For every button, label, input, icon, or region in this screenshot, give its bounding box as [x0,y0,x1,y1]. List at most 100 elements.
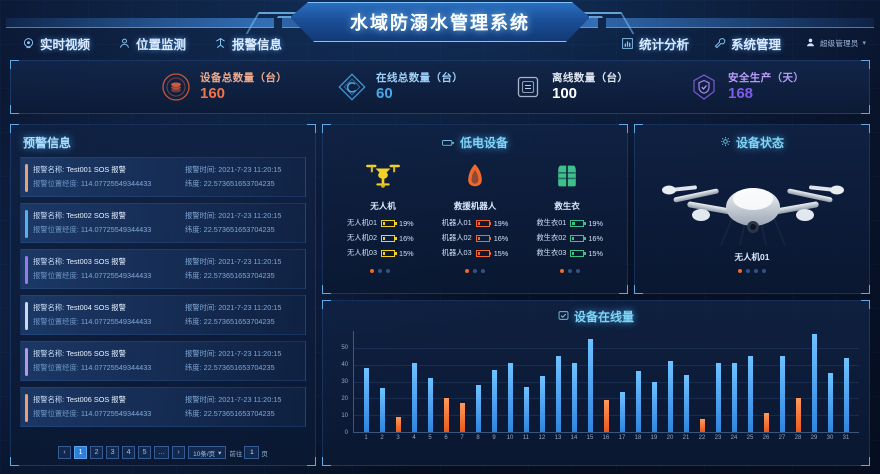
chart-bar[interactable] [667,361,673,432]
chart-bar[interactable] [731,362,737,432]
nav-item-location-monitor[interactable]: 位置监测 [118,34,186,53]
chart-bar[interactable] [556,356,562,432]
chart-bar-slot[interactable] [790,331,806,432]
chart-bar-slot[interactable] [423,331,439,432]
nav-item-system-management[interactable]: 系统管理 [713,34,781,53]
kpi-value: 168 [728,85,754,103]
carousel-dot[interactable] [370,269,375,273]
alarm-row[interactable]: 报警名称: Test002 SOS 报警 报警时间: 2021-7-23 11:2… [20,203,306,243]
chart-bar[interactable] [524,386,530,432]
chart-bar[interactable] [476,384,482,432]
chart-bar[interactable] [492,369,498,432]
chart-bar-slot[interactable] [630,331,646,432]
nav-item-statistics[interactable]: 统计分析 [621,34,689,53]
chart-title: 设备在线量 [573,310,634,324]
carousel-dot[interactable] [746,269,750,273]
chart-bar[interactable] [540,376,546,432]
chart-bar-slot[interactable] [774,331,790,432]
chart-bar-slot[interactable] [583,331,599,432]
chart-bar-slot[interactable] [375,331,391,432]
chart-bar[interactable] [604,400,610,432]
carousel-dot[interactable] [754,269,758,273]
chart-bar[interactable] [444,398,450,432]
page-size-select[interactable]: 10条/页 ▾ [188,446,227,459]
carousel-dot[interactable] [567,269,572,273]
chart-bar[interactable] [619,391,625,432]
chart-bar-slot[interactable] [662,331,678,432]
alarm-row[interactable]: 报警名称: Test003 SOS 报警 报警时间: 2021-7-23 11:2… [20,249,306,289]
carousel-dot[interactable] [575,269,580,273]
carousel-dot[interactable] [464,269,469,273]
user-menu[interactable]: 超级管理员 ▾ [805,37,866,50]
chart-bar[interactable] [811,334,817,432]
chart-bar[interactable] [635,371,641,432]
pagination-page-1[interactable]: 1 [74,446,88,459]
chart-bar[interactable] [763,413,769,432]
chart-bar[interactable] [380,388,386,432]
chart-bar[interactable] [715,362,721,432]
pagination-next[interactable]: › [172,446,186,459]
chart-bar-slot[interactable] [694,331,710,432]
carousel-dot[interactable] [378,269,383,273]
pagination-page-5[interactable]: 5 [138,446,152,459]
page-jump-input[interactable] [244,446,260,459]
chart-bar[interactable] [827,373,833,432]
alarm-row[interactable]: 报警名称: Test006 SOS 报警 报警时间: 2021-7-23 11:2… [20,387,306,427]
pagination-page-3[interactable]: 3 [106,446,120,459]
chart-bar-slot[interactable] [567,331,583,432]
carousel-dot[interactable] [738,269,742,273]
chart-bar-slot[interactable] [822,331,838,432]
chart-bar[interactable] [779,356,785,432]
chart-bar[interactable] [364,368,370,432]
chart-bar-slot[interactable] [359,331,375,432]
chart-bar[interactable] [843,357,849,432]
chart-bar[interactable] [396,416,402,432]
chart-bar[interactable] [747,356,753,432]
chart-bar-slot[interactable] [503,331,519,432]
pagination-page-2[interactable]: 2 [90,446,104,459]
nav-item-live-video[interactable]: 实时视频 [22,34,90,53]
chart-bar[interactable] [651,381,657,432]
chart-bar[interactable] [795,398,801,432]
chart-bar-slot[interactable] [758,331,774,432]
pagination-page-4[interactable]: 4 [122,446,136,459]
chart-bar-slot[interactable] [646,331,662,432]
carousel-dot[interactable] [386,269,391,273]
chart-bar-slot[interactable] [535,331,551,432]
alarm-row[interactable]: 报警名称: Test005 SOS 报警 报警时间: 2021-7-23 11:2… [20,341,306,381]
chart-bar-slot[interactable] [726,331,742,432]
carousel-dot[interactable] [480,269,485,273]
chart-bar[interactable] [588,339,594,432]
chart-bar-slot[interactable] [519,331,535,432]
carousel-dot[interactable] [559,269,564,273]
chart-bar-slot[interactable] [487,331,503,432]
chart-bar-slot[interactable] [455,331,471,432]
chart-bar-slot[interactable] [710,331,726,432]
chart-bar-slot[interactable] [407,331,423,432]
chart-bar[interactable] [508,362,514,432]
chart-bar[interactable] [412,362,418,432]
chart-bar[interactable] [699,418,705,432]
chart-bar-slot[interactable] [678,331,694,432]
low-battery-column: 无人机01 19% 无人机02 16% 无人机03 15% [334,218,426,273]
chart-bar-slot[interactable] [551,331,567,432]
chart-bar-slot[interactable] [391,331,407,432]
pagination-ellipsis[interactable]: … [154,446,170,459]
chart-bar-slot[interactable] [806,331,822,432]
alarm-row[interactable]: 报警名称: Test001 SOS 报警 报警时间: 2021-7-23 11:2… [20,157,306,197]
alarm-row[interactable]: 报警名称: Test004 SOS 报警 报警时间: 2021-7-23 11:2… [20,295,306,335]
chart-bar-slot[interactable] [439,331,455,432]
chart-bar[interactable] [683,374,689,432]
pagination-prev[interactable]: ‹ [58,446,72,459]
chart-bar-slot[interactable] [615,331,631,432]
chart-bar[interactable] [428,378,434,432]
chart-bar-slot[interactable] [838,331,854,432]
chart-bar-slot[interactable] [471,331,487,432]
chart-bar-slot[interactable] [599,331,615,432]
carousel-dot[interactable] [762,269,766,273]
chart-bar[interactable] [460,403,466,432]
nav-item-alarm-info[interactable]: 报警信息 [214,34,282,53]
chart-bar[interactable] [572,362,578,432]
chart-bar-slot[interactable] [742,331,758,432]
carousel-dot[interactable] [472,269,477,273]
